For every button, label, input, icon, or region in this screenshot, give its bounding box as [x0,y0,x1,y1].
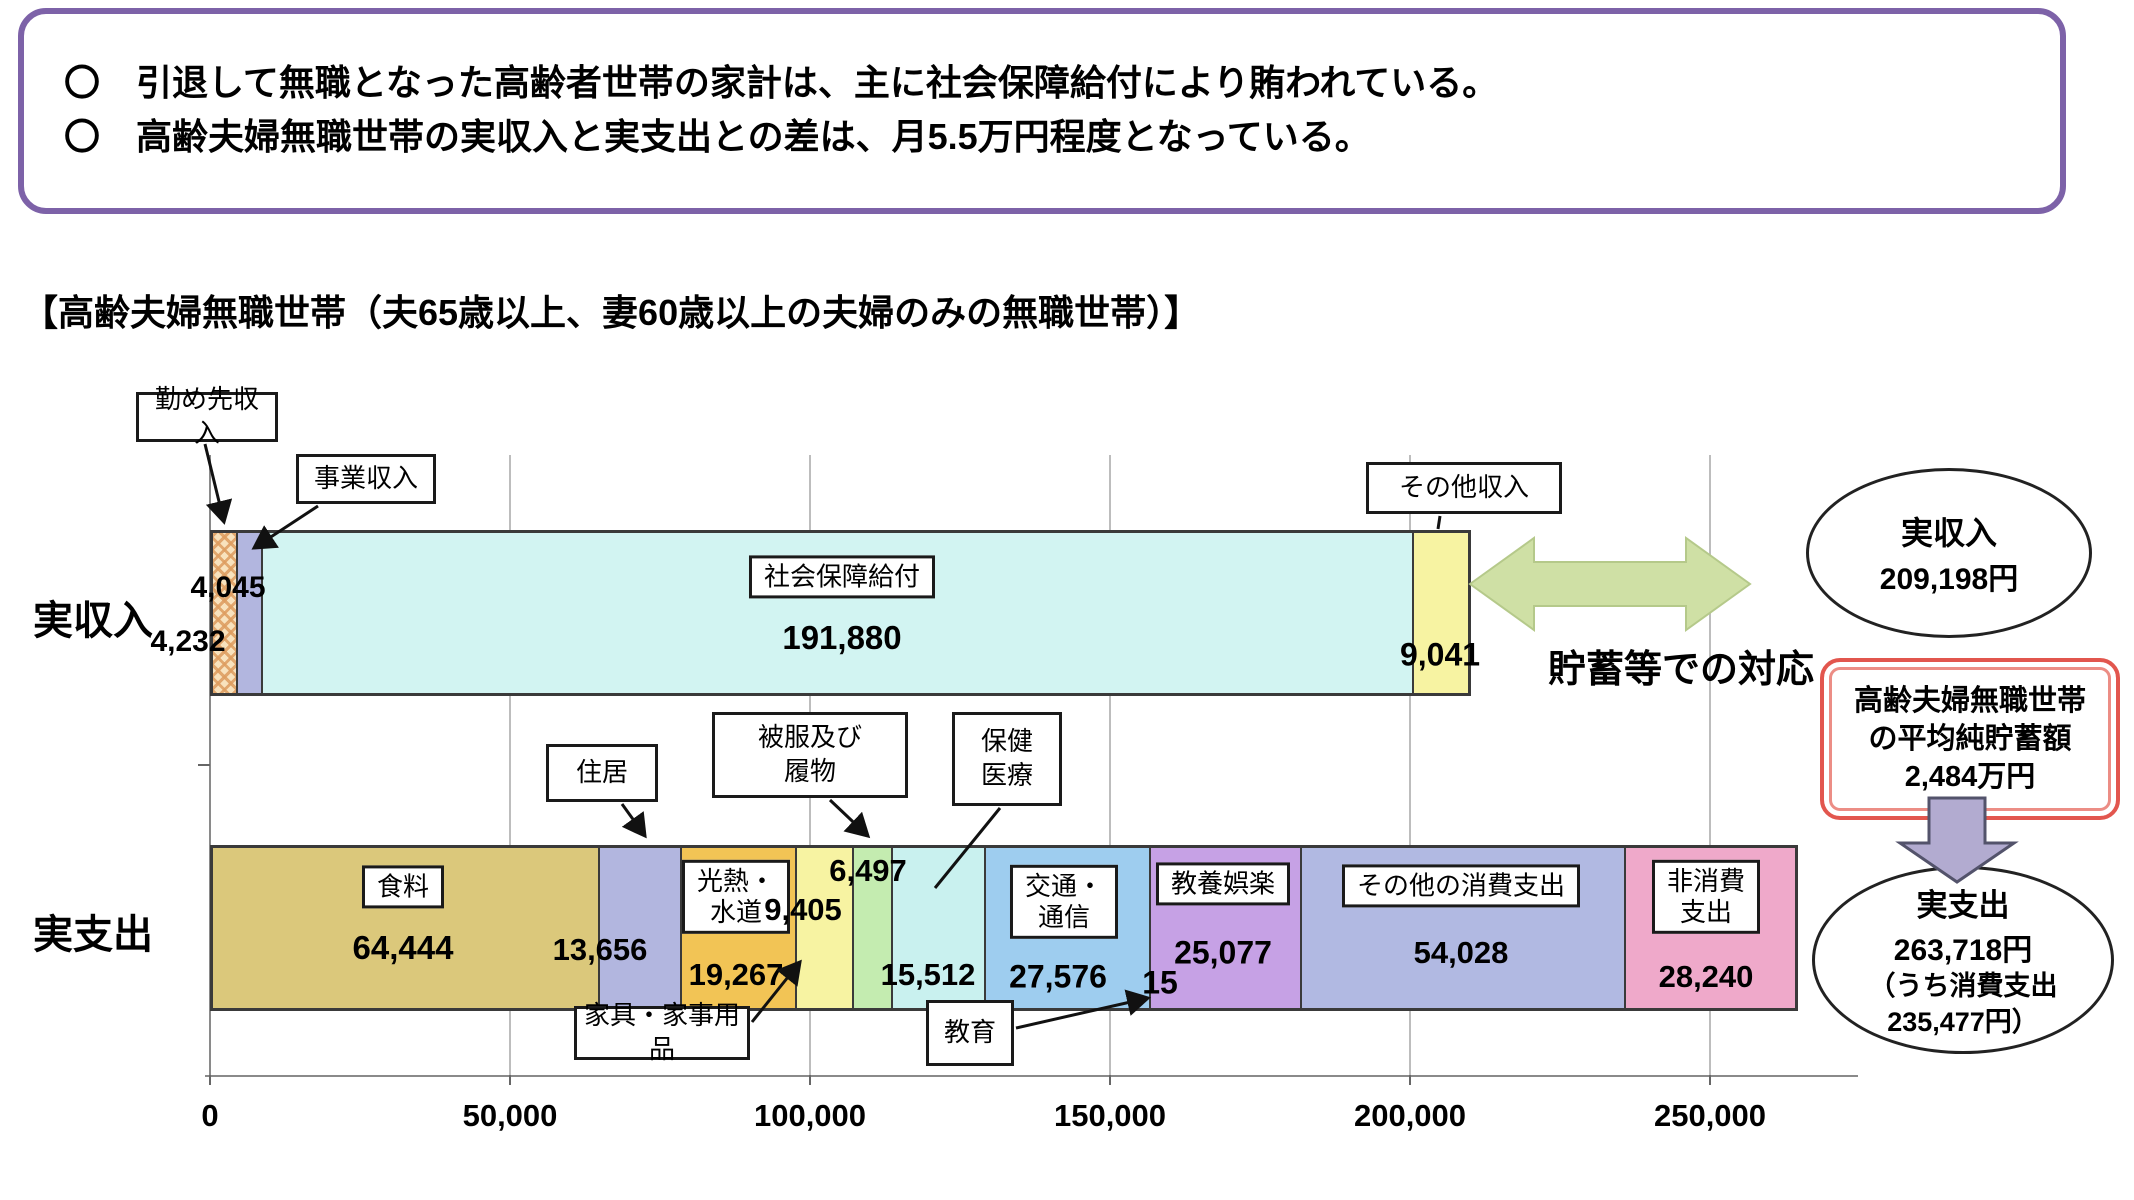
savings-note-text: 高齢夫婦無職世帯 の平均純貯蓄額 2,484万円 [1853,684,2086,794]
leader-other-income [1436,515,1442,530]
bar-segment [238,533,263,693]
axis-tick [1109,1075,1111,1085]
bar-value-label: 9,041 [1399,636,1481,673]
axis-tick-label: 0 [201,1098,219,1133]
axis-tick [509,1075,511,1085]
axis-tick-label: 100,000 [753,1098,867,1133]
bar-segment [1413,533,1469,693]
bar-value-label: 191,880 [782,619,902,656]
bar-segment [797,848,854,1008]
bar-value-label: 15,512 [880,957,976,992]
leader-clothing [828,798,871,839]
axis-tick [1709,1075,1711,1085]
income-total-title: 実収入 [1900,515,1997,551]
axis-tick-label: 150,000 [1053,1098,1167,1133]
gridline [1409,455,1411,1075]
bar-value-label: 4,232 [150,625,226,658]
income-total-ellipse: 実収入 209,198円 [1806,468,2092,638]
axis-tick-label: 250,000 [1653,1098,1767,1133]
expense-total-value: 263,718円 [1893,934,2033,968]
bar-segment-label: 非消費 支出 [1651,859,1761,935]
bullet-item-1: 〇 引退して無職となった高齢者世帯の家計は、主に社会保障給付により賄われている。 [64,62,1499,103]
x-axis [205,1075,1858,1077]
callout-furniture: 家具・家事用品 [574,1000,750,1064]
bar-segment [213,533,239,693]
callout-education: 教育 [926,1000,1014,1066]
bar-value-label: 13,656 [552,932,648,967]
axis-tick [809,1075,811,1085]
bar-segment-label: 食料 [361,865,445,909]
axis-tick [209,1075,211,1085]
bullet-item-2: 〇 高齢夫婦無職世帯の実収入と実支出との差は、月5.5万円程度となっている。 [64,116,1371,157]
axis-tick [1409,1075,1411,1085]
callout-business-income: 事業収入 [296,454,436,504]
bar-value-label: 28,240 [1658,959,1754,994]
bar-value-label: 27,576 [1009,958,1107,995]
bar-value-label: 64,444 [352,929,454,966]
bar-value-label: 4,045 [190,571,266,604]
bar-value-label: 6,497 [829,853,907,888]
leader-work-income [203,443,233,525]
y-axis-tick [198,764,210,766]
leader-housing [620,803,647,839]
axis-tick-label: 50,000 [462,1098,558,1133]
expense-total-title: 実支出 [1916,888,2010,924]
bar-segment-label: 教養娯楽 [1155,862,1291,906]
callout-health: 保健 医療 [952,712,1062,806]
savings-arrow-label: 貯蓄等での対応 [1548,649,1815,691]
savings-note-box: 高齢夫婦無職世帯 の平均純貯蓄額 2,484万円 [1820,658,2120,820]
callout-housing: 住居 [546,744,658,802]
category-label-income: 実収入 [33,599,153,643]
axis-tick-label: 200,000 [1353,1098,1467,1133]
bar-segment-label: その他の消費支出 [1341,864,1581,908]
callout-clothing: 被服及び 履物 [712,712,908,798]
bar-value-label: 25,077 [1174,934,1272,971]
gridline [1109,455,1111,1075]
bar-value-label: 15 [1142,964,1178,1001]
y-axis [209,455,211,1077]
savings-double-arrow [1468,536,1752,632]
bar-segment-label: 光熱・ 水道 [681,859,791,935]
bar-value-label: 19,267 [688,957,784,992]
expense-total-sub: （うち消費支出 235,477円） [1868,971,2058,1037]
expense-total-ellipse: 実支出 263,718円 （うち消費支出 235,477円） [1812,866,2114,1054]
bar-segment-label: 社会保障給付 [748,555,936,599]
bar-row-income [210,530,1472,696]
section-title: 【高齢夫婦無職世帯（夫65歳以上、妻60歳以上の夫婦のみの無職世帯）】 [22,292,1201,333]
bar-segment [599,848,682,1008]
bar-segment [853,848,893,1008]
gridline [1709,455,1711,1075]
income-total-value: 209,198円 [1879,563,2019,596]
bar-value-label: 9,405 [764,892,842,927]
bar-value-label: 54,028 [1413,935,1509,970]
header-note-box: 〇 引退して無職となった高齢者世帯の家計は、主に社会保障給付により賄われている。… [18,8,2066,214]
callout-other-income: その他収入 [1366,462,1562,514]
callout-work-income: 勤め先収入 [136,384,278,448]
bar-segment-label: 交通・ 通信 [1009,864,1119,940]
category-label-expense: 実支出 [33,913,153,957]
gridline [509,455,511,1075]
